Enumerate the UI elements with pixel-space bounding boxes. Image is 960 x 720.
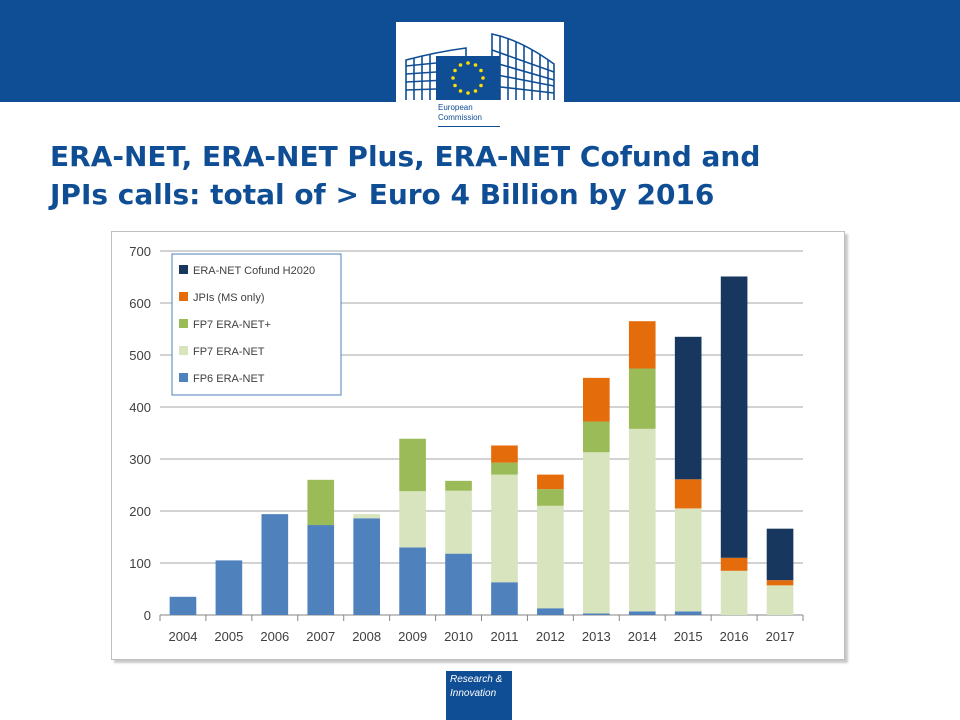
bar-segment [215,560,243,615]
x-tick-label: 2007 [306,629,335,644]
y-tick-label: 700 [129,244,151,259]
legend-label: FP7 ERA-NET [193,346,265,358]
legend-label: FP6 ERA-NET [193,373,265,385]
bar-segment [766,585,794,615]
bar-segment [628,611,656,615]
bar-segment [583,377,610,422]
x-tick-label: 2011 [490,629,518,644]
bar-segment [491,474,518,583]
bar-segment [353,514,380,519]
bar-segment [261,514,289,615]
stacked-bar-chart: 0 100 200 300 400 500 600 700 2004 2005 2006 2007 20… [129,244,804,644]
logo-divider [438,126,500,127]
x-tick-label: 2015 [674,629,703,644]
x-tick-label: 2004 [169,629,198,644]
bar-segment [537,489,564,506]
x-tick-label: 2005 [214,629,243,644]
bar-segment [766,580,794,586]
bar-segment [491,582,518,615]
y-tick-label: 500 [129,348,151,363]
bar-segment [628,321,656,369]
chart-frame: 0 100 200 300 400 500 600 700 2004 2005 2006 2007 20… [111,231,845,660]
badge-line-2: Innovation [450,688,497,699]
x-tick-label: 2010 [444,629,473,644]
eu-star-icon [479,68,483,73]
y-tick-label: 300 [129,452,151,467]
bar-segment [674,508,702,612]
y-tick-label: 0 [144,608,151,623]
bar-segment [583,421,610,453]
eu-star-icon [458,63,463,67]
legend-label: FP7 ERA-NET+ [193,319,271,331]
eu-star-icon [458,89,463,93]
bar-segment [766,528,794,581]
eu-star-icon [466,61,470,65]
bar-segment [399,438,426,492]
bar-segment [674,336,702,480]
x-tick-label: 2012 [536,629,565,644]
research-innovation-badge: Research & Innovation [446,671,512,720]
eu-star-icon [473,89,478,93]
legend-box [171,253,342,396]
x-tick-label: 2008 [352,629,381,644]
bar-segment [169,596,197,615]
logo-line-2: Commission [438,113,483,122]
bar-segment [628,368,656,429]
eu-star-icon [479,83,483,88]
eu-star-icon [473,63,478,67]
bar-segment [307,525,335,615]
x-tick-label: 2009 [398,629,427,644]
y-tick-label: 600 [129,296,151,311]
eu-star-icon [451,76,455,80]
bar-segment [674,611,702,615]
y-tick-label: 200 [129,504,151,519]
x-tick-label: 2014 [628,629,657,644]
eu-star-icon [453,83,457,88]
legend-swatch [179,373,188,382]
logo-line-1: European [438,103,473,112]
slide-title: ERA-NET, ERA-NET Plus, ERA-NET Cofund an… [50,138,930,214]
eu-star-icon [481,76,485,80]
x-tick-label: 2016 [720,629,749,644]
bar-segment [537,505,564,609]
x-tick-label: 2006 [260,629,289,644]
bar-segment [445,553,472,615]
legend-swatch [179,292,188,301]
x-tick-label: 2017 [766,629,795,644]
title-line-2: JPIs calls: total of > Euro 4 Billion by… [50,178,715,211]
legend-label: ERA-NET Cofund H2020 [193,265,315,277]
bar-segment [583,452,610,614]
y-tick-label: 400 [129,400,151,415]
building-logo-icon [405,33,555,100]
commission-wordmark: European Commission [438,103,518,123]
bar-segment [353,518,380,615]
legend-swatch [179,265,188,274]
bar-segment [537,608,564,615]
bar-segment [307,479,335,526]
legend-swatch [179,319,188,328]
badge-line-1: Research & [450,674,503,685]
bar-segment [399,491,426,548]
y-tick-label: 100 [129,556,151,571]
eu-star-icon [466,91,470,95]
legend-swatch [179,346,188,355]
bar-segment [445,480,472,491]
bar-segment [628,428,656,612]
bar-segment [491,462,518,475]
bar-segment [720,570,748,615]
bar-segment [537,474,564,490]
bar-segment [674,479,702,509]
title-line-1: ERA-NET, ERA-NET Plus, ERA-NET Cofund an… [50,140,761,173]
bar-segment [491,445,518,463]
x-tick-label: 2013 [582,629,611,644]
european-commission-logo [396,22,564,134]
bar-segment [399,547,426,615]
bar-segment [720,276,748,558]
chart-legend: ERA-NET Cofund H2020 JPIs (MS only) FP7 ER… [171,253,342,396]
legend-label: JPIs (MS only) [193,292,265,304]
bar-segment [583,613,610,615]
bar-segment [720,557,748,571]
eu-star-icon [453,68,457,73]
bar-segment [445,490,472,554]
